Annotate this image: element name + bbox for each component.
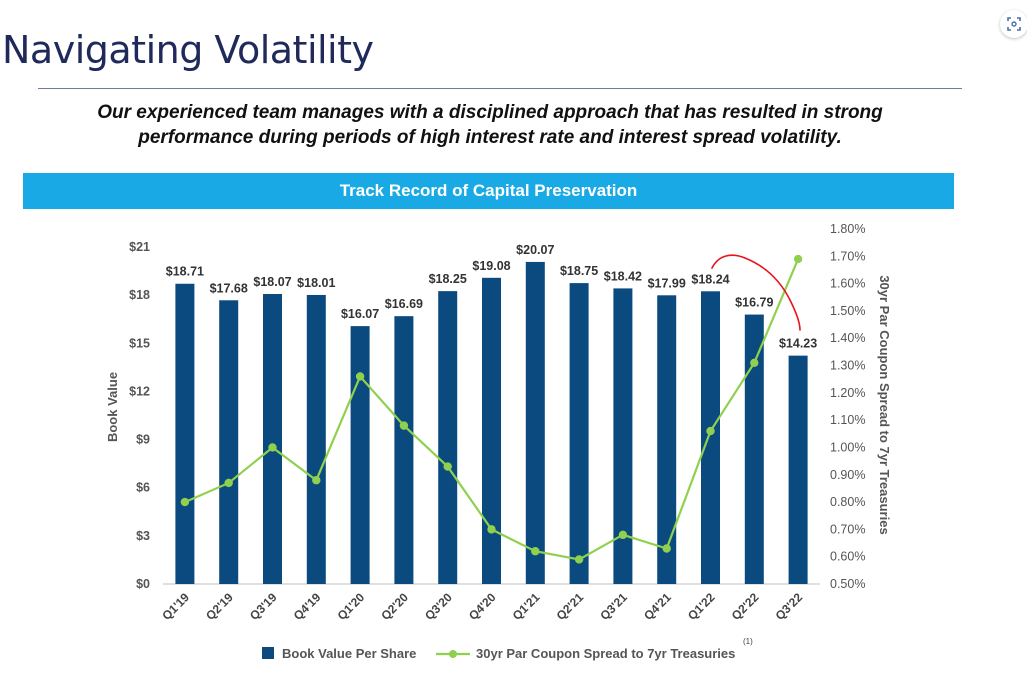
legend-label-line: 30yr Par Coupon Spread to 7yr Treasuries — [476, 646, 735, 661]
chart-banner: Track Record of Capital Preservation — [23, 173, 954, 209]
y-tick-label: $3 — [136, 529, 150, 543]
spread-point — [618, 530, 628, 540]
y-tick-label: $12 — [129, 384, 150, 398]
y-tick-label: $6 — [136, 481, 150, 495]
subtitle-line-2: performance during periods of high inter… — [138, 127, 842, 148]
legend-marker-line — [449, 650, 457, 658]
bar-book-value — [657, 295, 677, 584]
y2-tick-label: 1.00% — [830, 440, 865, 454]
bar-book-value — [788, 355, 808, 584]
subtitle-line-1: Our experienced team manages with a disc… — [97, 102, 883, 123]
spread-point — [706, 426, 715, 436]
bar-book-value — [744, 314, 764, 584]
bar-data-label: $18.71 — [166, 265, 204, 279]
x-tick-label: Q2'19 — [203, 590, 236, 623]
spread-point — [224, 478, 233, 488]
bar-book-value — [569, 283, 589, 584]
y-tick-label: $15 — [129, 336, 150, 350]
bar-book-value — [219, 300, 239, 584]
scan-icon[interactable] — [1000, 10, 1027, 38]
footnote-marker: (1) — [743, 637, 753, 646]
y2-tick-label: 0.90% — [830, 468, 865, 482]
bar-data-label: $18.07 — [253, 275, 291, 289]
spread-point — [487, 525, 496, 534]
spread-point — [793, 254, 803, 264]
bar-data-label: $18.24 — [691, 272, 729, 286]
bar-book-value — [306, 294, 326, 584]
bar-book-value — [175, 283, 195, 584]
x-tick-label: Q2'22 — [729, 590, 762, 623]
x-tick-label: Q4'21 — [641, 590, 674, 623]
x-tick-label: Q1'19 — [159, 590, 192, 623]
y2-tick-label: 1.80% — [830, 222, 865, 236]
y-tick-label: $0 — [136, 577, 150, 591]
x-tick-label: Q2'21 — [554, 590, 587, 623]
spread-point — [180, 497, 190, 507]
spread-point — [750, 358, 759, 368]
x-tick-label: Q1'20 — [335, 590, 368, 623]
y-tick-label: $9 — [136, 433, 150, 447]
title-divider — [38, 88, 962, 89]
y2-tick-label: 1.40% — [830, 331, 865, 345]
spread-point — [312, 476, 321, 485]
x-tick-label: Q3'19 — [247, 590, 280, 623]
y2-tick-label: 1.50% — [830, 304, 865, 318]
bar-data-label: $18.42 — [604, 269, 642, 283]
y-tick-label: $21 — [129, 240, 150, 254]
page-title: Navigating Volatility — [2, 28, 374, 72]
y-axis-title: Book Value — [105, 372, 120, 442]
scan-icon-glyph — [1007, 17, 1021, 31]
x-tick-label: Q1'21 — [510, 590, 543, 623]
bar-book-value — [263, 294, 282, 584]
bar-data-label: $16.07 — [341, 307, 379, 321]
bar-book-value — [394, 316, 414, 584]
bar-data-label: $17.99 — [648, 276, 686, 290]
legend-swatch-bar — [262, 647, 274, 659]
spread-point — [355, 372, 365, 381]
y2-tick-label: 0.50% — [830, 577, 865, 591]
x-tick-label: Q3'20 — [422, 590, 455, 623]
x-tick-label: Q3'22 — [773, 590, 806, 623]
spread-point — [574, 555, 584, 564]
y2-tick-label: 0.70% — [830, 522, 865, 536]
y2-tick-label: 1.70% — [830, 249, 865, 263]
x-tick-label: Q3'21 — [597, 590, 630, 623]
bar-book-value — [482, 277, 501, 584]
legend-label-bar: Book Value Per Share — [282, 646, 416, 661]
spread-point — [662, 544, 671, 553]
bar-book-value — [350, 326, 370, 584]
x-tick-label: Q4'19 — [291, 590, 324, 623]
bar-book-value — [438, 291, 458, 584]
bar-data-label: $17.68 — [210, 281, 248, 295]
spread-point — [268, 443, 277, 452]
hand-drawn-annotation — [711, 254, 801, 331]
spread-point — [531, 547, 540, 556]
y2-tick-label: 1.60% — [830, 277, 865, 291]
bar-data-label: $18.25 — [429, 272, 467, 286]
spread-point — [443, 462, 452, 471]
y2-tick-label: 0.60% — [830, 550, 865, 564]
y2-tick-label: 0.80% — [830, 495, 865, 509]
x-tick-label: Q1'22 — [685, 590, 718, 623]
x-tick-label: Q2'20 — [378, 590, 411, 623]
y-tick-label: $18 — [129, 288, 150, 302]
bar-data-label: $18.75 — [560, 264, 598, 278]
bar-data-label: $16.79 — [735, 296, 773, 310]
y2-axis-title: 30yr Par Coupon Spread to 7yr Treasuries — [877, 275, 892, 534]
bar-data-label: $20.07 — [516, 243, 554, 257]
bar-book-value — [613, 288, 633, 584]
bar-book-value — [525, 261, 545, 584]
bar-data-label: $19.08 — [472, 259, 510, 273]
spread-point — [399, 421, 409, 430]
bar-data-label: $18.01 — [297, 276, 335, 290]
y2-tick-label: 1.20% — [830, 386, 865, 400]
subtitle: Our experienced team manages with a disc… — [60, 100, 920, 150]
bar-data-label: $16.69 — [385, 297, 423, 311]
x-tick-label: Q4'20 — [466, 590, 499, 623]
y2-tick-label: 1.30% — [830, 359, 865, 373]
y2-tick-label: 1.10% — [830, 413, 865, 427]
bar-data-label: $14.23 — [779, 337, 817, 351]
bar-book-value — [701, 291, 720, 584]
